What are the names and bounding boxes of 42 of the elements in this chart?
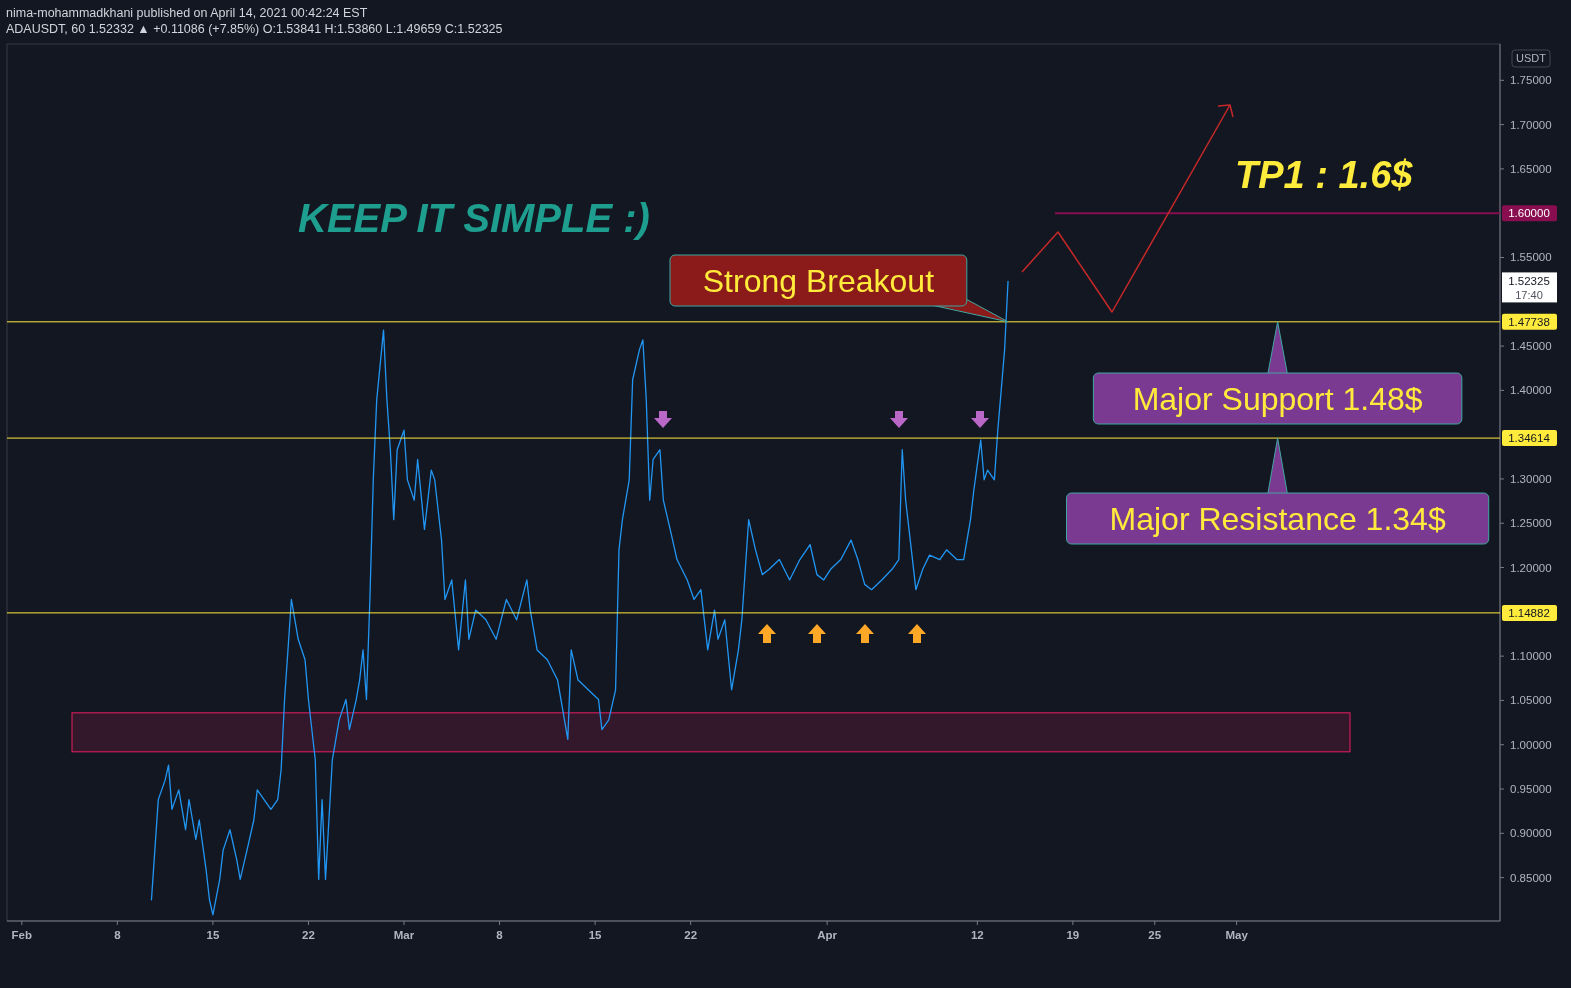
y-tick-label: 0.90000	[1510, 827, 1552, 840]
annotation: TP1 : 1.6$	[1235, 154, 1414, 196]
y-tick-label: 1.10000	[1510, 650, 1552, 663]
x-tick-label: Apr	[817, 929, 838, 941]
y-axis-title: USDT	[1516, 52, 1547, 64]
ref-line-label: 1.60000	[1508, 207, 1550, 220]
x-tick-label: 19	[1066, 929, 1080, 941]
y-tick-label: 0.85000	[1510, 871, 1552, 884]
text: 1.52325	[1508, 275, 1550, 288]
y-tick-label: 1.40000	[1510, 384, 1552, 397]
x-tick-label: 22	[684, 929, 698, 941]
y-tick-label: 1.45000	[1510, 340, 1552, 353]
y-tick-label: 1.75000	[1510, 74, 1552, 87]
x-tick-label: 22	[302, 929, 315, 941]
x-tick-label: Mar	[393, 929, 415, 941]
ref-line-label: 1.34614	[1508, 432, 1551, 445]
x-tick-label: May	[1225, 929, 1249, 941]
x-tick-label: Feb	[11, 929, 33, 941]
x-tick-label: 15	[588, 929, 603, 941]
ref-line-label: 1.14882	[1508, 606, 1550, 619]
x-tick-label: 8	[114, 929, 122, 941]
y-tick-label: 1.70000	[1510, 118, 1552, 131]
annotation: Major Resistance 1.34$	[1109, 500, 1446, 537]
y-tick-label: 1.00000	[1510, 738, 1552, 751]
chart-title: nima-mohammadkhani published on April 14, 2021 00:42:24 EST	[6, 6, 368, 20]
y-tick-label: 1.20000	[1510, 561, 1552, 574]
y-tick-label: 1.65000	[1510, 162, 1552, 175]
y-tick-label: 1.30000	[1510, 472, 1552, 485]
text: 17:40	[1515, 289, 1543, 302]
annotation: KEEP IT SIMPLE :)	[298, 196, 650, 240]
annotation: Major Support 1.48$	[1132, 380, 1423, 417]
chart-subtitle: ADAUSDT, 60 1.52332 ▲ +0.11086 (+7.85%) O:1.53841 H:1.53860 L:1.49659 C:1.52325	[6, 22, 503, 36]
y-tick-label: 1.05000	[1510, 694, 1552, 707]
y-tick-label: 1.25000	[1510, 517, 1552, 530]
x-tick-label: 25	[1148, 929, 1162, 941]
x-tick-label: 8	[496, 929, 504, 941]
ref-line-label: 1.47738	[1508, 315, 1550, 328]
y-tick-label: 0.95000	[1510, 783, 1552, 796]
annotation: Strong Breakout	[702, 262, 935, 299]
y-tick-label: 1.55000	[1510, 251, 1552, 264]
x-tick-label: 15	[206, 929, 220, 941]
x-tick-label: 12	[970, 929, 984, 941]
